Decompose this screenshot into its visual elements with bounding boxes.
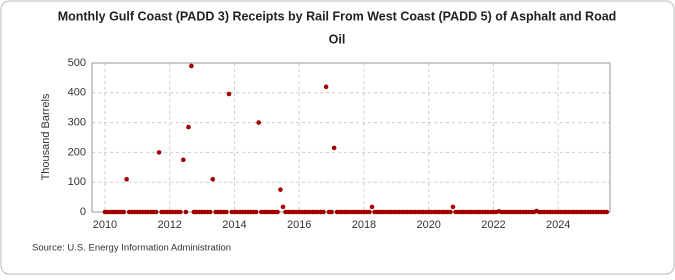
data-point [224, 209, 229, 215]
y-tick-label: 0 [80, 206, 86, 218]
data-point [186, 124, 191, 130]
data-point [121, 209, 127, 215]
data-point [256, 120, 262, 125]
chart-title: Monthly Gulf Coast (PADD 3) Receipts by … [58, 9, 617, 23]
data-point [367, 209, 372, 215]
data-point [280, 204, 286, 210]
y-axis-label: Thousand Barrels [40, 93, 52, 180]
y-tick-label: 400 [68, 87, 86, 99]
data-point [450, 204, 456, 210]
data-point [331, 145, 337, 151]
data-point [189, 63, 194, 69]
data-point [369, 204, 375, 210]
data-point [180, 157, 186, 163]
data-point [156, 150, 162, 155]
data-point [278, 187, 283, 192]
data-point [604, 209, 610, 215]
x-tick-label: 2022 [481, 219, 505, 231]
x-tick-label: 2010 [93, 219, 117, 231]
x-tick-label: 2020 [416, 219, 440, 231]
data-point [323, 84, 329, 90]
data-point [275, 209, 280, 215]
source-note: Source: U.S. Energy Information Administ… [32, 243, 231, 254]
data-point [183, 209, 189, 215]
data-point [321, 209, 326, 215]
data-point [226, 91, 232, 97]
x-tick-label: 2012 [157, 219, 181, 231]
x-tick-label: 2016 [287, 219, 311, 231]
y-tick-label: 100 [68, 176, 86, 188]
x-tick-label: 2024 [546, 219, 570, 231]
data-point [124, 176, 129, 182]
x-tick-label: 2018 [352, 219, 376, 231]
data-point [448, 209, 453, 215]
y-tick-label: 200 [68, 146, 86, 158]
data-point [207, 209, 213, 215]
data-point [210, 176, 216, 182]
data-point [178, 209, 183, 215]
y-tick-label: 300 [68, 117, 86, 129]
y-tick-label: 500 [68, 57, 86, 69]
data-point [153, 209, 159, 215]
x-tick-label: 2014 [222, 219, 246, 231]
data-point [253, 209, 259, 215]
data-point [329, 209, 334, 215]
chart-title-line2: Oil [329, 32, 346, 46]
